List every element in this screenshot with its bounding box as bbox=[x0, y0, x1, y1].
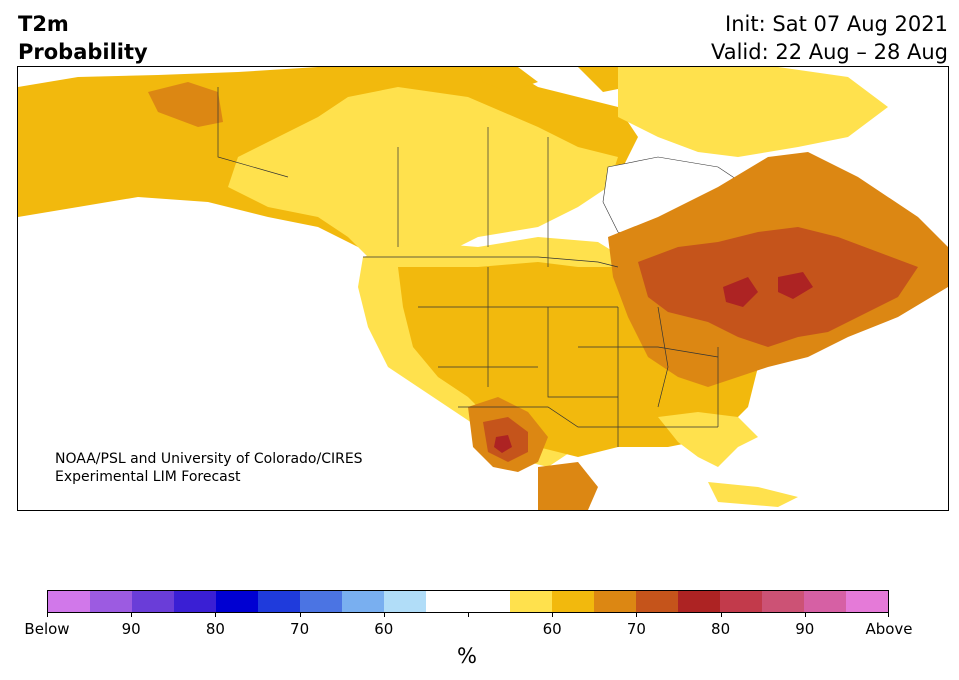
contour-florida-55 bbox=[658, 412, 758, 467]
colorbar-label: 70 bbox=[626, 620, 646, 638]
contour-arctic-55 bbox=[618, 67, 888, 157]
colorbar-tick bbox=[804, 612, 806, 617]
colorbar-segment bbox=[48, 591, 90, 612]
init-date: Init: Sat 07 Aug 2021 bbox=[725, 12, 948, 36]
data-credit: NOAA/PSL and University of Colorado/CIRE… bbox=[55, 450, 363, 486]
colorbar-ticks bbox=[47, 612, 889, 618]
colorbar-label: 60 bbox=[374, 620, 394, 638]
colorbar-tick bbox=[299, 612, 301, 617]
contour-mexico-75 bbox=[494, 435, 512, 453]
colorbar-segment bbox=[594, 591, 636, 612]
colorbar-segment bbox=[552, 591, 594, 612]
title-type: Probability bbox=[18, 40, 148, 64]
colorbar-segment bbox=[342, 591, 384, 612]
colorbar-segment bbox=[468, 591, 510, 612]
colorbar-tick bbox=[47, 612, 48, 617]
contour-great-lakes-75 bbox=[723, 272, 813, 307]
colorbar-segment bbox=[678, 591, 720, 612]
colorbar-tick bbox=[383, 612, 385, 617]
colorbar-label: 90 bbox=[121, 620, 141, 638]
colorbar-unit: % bbox=[457, 644, 477, 668]
colorbar-segment bbox=[426, 591, 468, 612]
colorbar-segment bbox=[216, 591, 258, 612]
probability-map bbox=[17, 66, 949, 511]
colorbar-tick bbox=[131, 612, 133, 617]
colorbar-tick bbox=[888, 612, 889, 617]
colorbar-segment bbox=[804, 591, 846, 612]
title-variable: T2m bbox=[18, 12, 69, 36]
colorbar-tick bbox=[720, 612, 722, 617]
colorbar-tick bbox=[552, 612, 554, 617]
colorbar-label: Below bbox=[24, 620, 70, 638]
forecast-dates: Init: Sat 07 Aug 2021 Valid: 22 Aug – 28… bbox=[711, 10, 948, 66]
colorbar-segment bbox=[300, 591, 342, 612]
colorbar-segment bbox=[174, 591, 216, 612]
credit-line-2: Experimental LIM Forecast bbox=[55, 469, 241, 485]
political-boundaries bbox=[217, 87, 719, 447]
colorbar-tick bbox=[636, 612, 638, 617]
colorbar-label: 80 bbox=[205, 620, 225, 638]
colorbar-label: 70 bbox=[290, 620, 310, 638]
colorbar-segment bbox=[636, 591, 678, 612]
contour-caribbean-55 bbox=[708, 482, 798, 507]
colorbar-segment bbox=[90, 591, 132, 612]
colorbar-segment bbox=[132, 591, 174, 612]
colorbar-segment bbox=[258, 591, 300, 612]
contour-canada-55 bbox=[228, 87, 618, 267]
contour-alaska-65 bbox=[148, 82, 223, 127]
colorbar-tick bbox=[215, 612, 217, 617]
colorbar-label: Above bbox=[865, 620, 913, 638]
colorbar-segment bbox=[846, 591, 888, 612]
contour-south-mexico-65 bbox=[538, 462, 598, 510]
valid-date: Valid: 22 Aug – 28 Aug bbox=[710, 40, 948, 64]
colorbar bbox=[47, 590, 889, 613]
colorbar-labels: Below 90 80 70 60 60 70 80 90 Above bbox=[24, 620, 912, 640]
colorbar-label: 60 bbox=[542, 620, 562, 638]
colorbar-segment bbox=[720, 591, 762, 612]
colorbar-tick bbox=[468, 612, 469, 617]
colorbar-label: 90 bbox=[795, 620, 815, 638]
map-canvas bbox=[18, 67, 948, 510]
colorbar-segment bbox=[384, 591, 426, 612]
credit-line-1: NOAA/PSL and University of Colorado/CIRE… bbox=[55, 451, 363, 467]
colorbar-segment bbox=[762, 591, 804, 612]
colorbar-segment bbox=[510, 591, 552, 612]
map-title: T2m Probability bbox=[18, 10, 148, 66]
contour-arctic-60 bbox=[358, 67, 628, 92]
colorbar-label: 80 bbox=[711, 620, 731, 638]
